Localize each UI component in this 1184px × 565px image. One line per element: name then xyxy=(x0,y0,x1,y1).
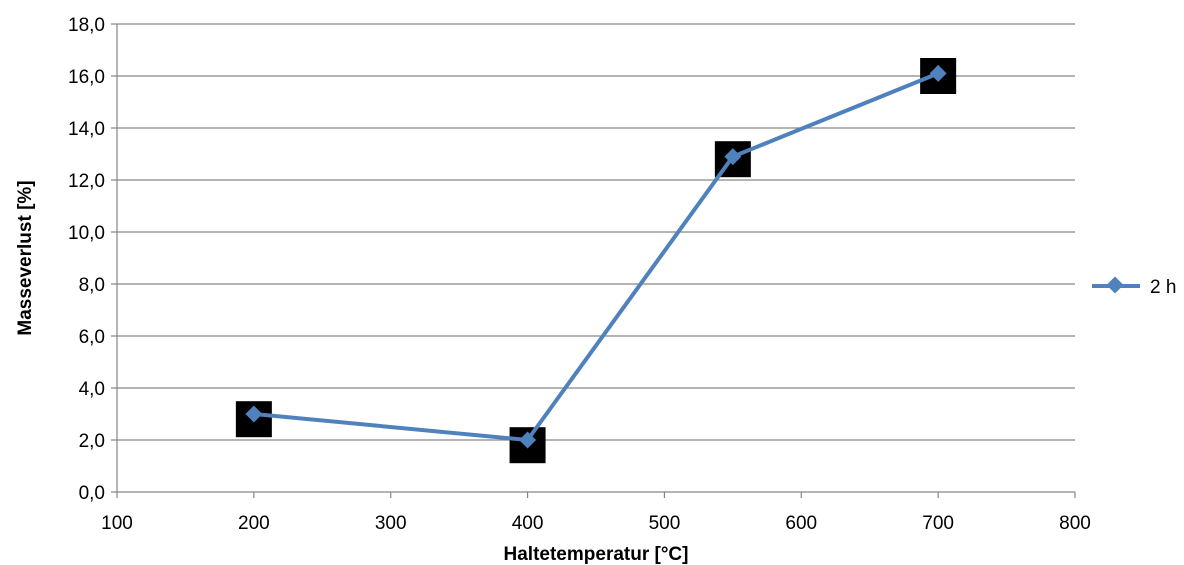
x-axis-title: Haltetemperatur [°C] xyxy=(504,544,689,565)
data-point xyxy=(724,148,742,166)
legend: 2 h xyxy=(1092,276,1176,298)
y-tick-label: 16,0 xyxy=(68,67,105,88)
x-tick-label: 400 xyxy=(512,513,544,534)
y-tick-label: 8,0 xyxy=(79,275,105,296)
gridlines xyxy=(117,23,1075,441)
y-tick-label: 6,0 xyxy=(79,327,105,348)
data-point xyxy=(929,64,947,82)
y-tick-label: 18,0 xyxy=(68,15,105,36)
black-square-markers xyxy=(235,58,957,464)
y-tick-label: 2,0 xyxy=(79,431,105,452)
y-tick-label: 0,0 xyxy=(79,483,105,504)
y-tick-label: 10,0 xyxy=(68,223,105,244)
y-tick-label: 12,0 xyxy=(68,171,105,192)
x-tick-label: 100 xyxy=(101,513,133,534)
y-tick-label: 4,0 xyxy=(79,379,105,400)
series-line xyxy=(253,71,939,442)
x-tick-label: 200 xyxy=(238,513,270,534)
data-point xyxy=(245,405,263,423)
data-point xyxy=(519,431,537,449)
y-tick-labels: 0,0 2,0 4,0 6,0 8,0 10,0 12,0 14,0 16,0 18,0 xyxy=(68,15,105,504)
axes xyxy=(111,23,1076,498)
x-tick-label: 300 xyxy=(375,513,407,534)
legend-diamond-icon xyxy=(1106,276,1124,294)
legend-label: 2 h xyxy=(1150,277,1176,298)
y-axis-title: Masseverlust [%] xyxy=(15,180,36,335)
x-tick-labels: 100 200 300 400 500 600 700 800 xyxy=(101,513,1091,534)
x-tick-label: 500 xyxy=(649,513,681,534)
x-tick-label: 600 xyxy=(785,513,817,534)
y-tick-label: 14,0 xyxy=(68,119,105,140)
x-tick-label: 700 xyxy=(922,513,954,534)
x-tick-label: 800 xyxy=(1059,513,1091,534)
series-2h xyxy=(245,64,947,449)
